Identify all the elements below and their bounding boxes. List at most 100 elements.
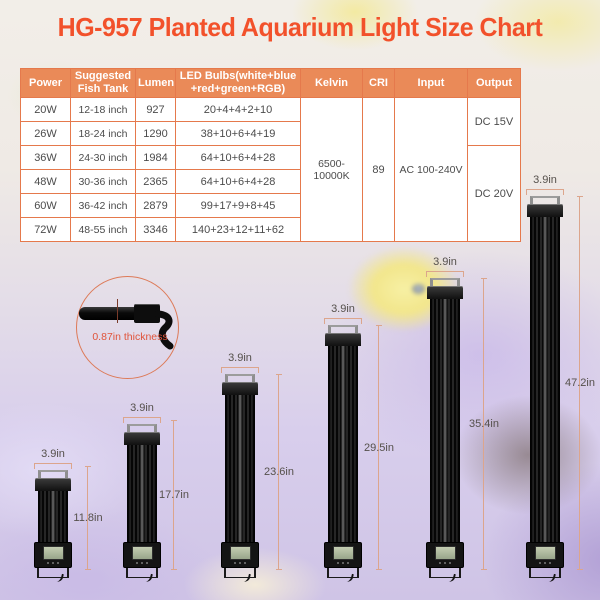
light-side-profile-collar <box>134 304 160 323</box>
table-header-row: Power Suggested Fish Tank Lumen LED Bulb… <box>20 68 521 98</box>
stand-legs <box>429 567 461 578</box>
length-dimension-line: 47.2in <box>565 196 595 570</box>
cell-power: 36W <box>20 145 71 170</box>
cell-fish-tank: 48-55 inch <box>70 217 136 242</box>
table-row: 60W 36-42 inch 2879 99+17+9+8+45 <box>20 193 521 218</box>
power-wire <box>239 572 251 583</box>
controller-buttons <box>222 562 258 564</box>
length-dimension-line: 17.7in <box>159 420 189 570</box>
width-dimension-line <box>324 318 362 324</box>
light-top-cap <box>35 478 71 491</box>
lcd-screen <box>332 546 354 560</box>
light-side-profile <box>79 307 136 320</box>
mounting-bracket <box>127 424 157 433</box>
mounting-bracket <box>328 325 358 334</box>
controller-buttons <box>35 562 71 564</box>
controller-buttons <box>325 562 361 564</box>
col-header-input: Input <box>394 68 468 98</box>
length-label: 11.8in <box>73 512 103 524</box>
cell-led-bulbs: 140+23+12+11+62 <box>175 217 301 242</box>
power-wire <box>544 572 556 583</box>
power-wire <box>342 572 354 583</box>
lcd-controller <box>426 542 464 568</box>
length-dimension-line: 11.8in <box>73 466 103 570</box>
col-header-led-bulbs: LED Bulbs(white+blue +red+green+RGB) <box>175 68 301 98</box>
stand-legs <box>224 567 256 578</box>
light-bar-1: 3.9in <box>31 448 75 583</box>
stand-legs <box>327 567 359 578</box>
width-label: 3.9in <box>130 402 154 414</box>
cell-lumen: 3346 <box>135 217 176 242</box>
cell-fish-tank: 12-18 inch <box>70 97 136 122</box>
width-dimension-line <box>526 189 564 195</box>
thickness-measure-tick <box>117 299 118 323</box>
lcd-controller <box>123 542 161 568</box>
cell-cri: 89 <box>362 97 395 242</box>
cell-output-dc20: DC 20V <box>467 145 521 242</box>
length-label: 35.4in <box>469 418 499 430</box>
length-dimension-line: 23.6in <box>264 374 294 570</box>
cell-led-bulbs: 99+17+9+8+45 <box>175 193 301 218</box>
lcd-controller <box>526 542 564 568</box>
bracket-hook-profile <box>155 310 174 350</box>
cell-lumen: 927 <box>135 97 176 122</box>
lcd-screen <box>131 546 153 560</box>
controller-buttons <box>527 562 563 564</box>
light-top-cap <box>527 204 563 217</box>
lcd-screen <box>42 546 64 560</box>
col-header-power: Power <box>20 68 71 98</box>
light-bar-2: 3.9in <box>120 402 164 583</box>
light-top-cap <box>222 382 258 395</box>
lcd-screen <box>534 546 556 560</box>
col-header-output: Output <box>467 68 521 98</box>
length-dimension-line: 35.4in <box>469 278 499 570</box>
cell-power: 26W <box>20 121 71 146</box>
cell-led-bulbs: 64+10+6+4+28 <box>175 145 301 170</box>
thickness-label: 0.87in thickness <box>92 331 168 343</box>
width-dimension-line <box>123 417 161 423</box>
mounting-bracket <box>225 374 255 383</box>
controller-buttons <box>124 562 160 564</box>
power-wire <box>141 572 153 583</box>
cell-lumen: 2365 <box>135 169 176 194</box>
length-label: 17.7in <box>159 489 189 501</box>
lcd-controller <box>324 542 362 568</box>
cell-lumen: 1290 <box>135 121 176 146</box>
lcd-controller <box>221 542 259 568</box>
lcd-controller <box>34 542 72 568</box>
light-top-cap <box>124 432 160 445</box>
col-header-lumen: Lumen <box>135 68 176 98</box>
width-dimension-line <box>221 367 259 373</box>
table-row: 72W 48-55 inch 3346 140+23+12+11+62 <box>20 217 521 242</box>
cell-power: 20W <box>20 97 71 122</box>
length-label: 47.2in <box>565 377 595 389</box>
light-body <box>430 299 460 567</box>
width-label: 3.9in <box>41 448 65 460</box>
power-wire <box>444 572 456 583</box>
width-label: 3.9in <box>433 256 457 268</box>
cell-fish-tank: 18-24 inch <box>70 121 136 146</box>
table-row: 48W 30-36 inch 2365 64+10+6+4+28 <box>20 169 521 194</box>
width-label: 3.9in <box>533 174 557 186</box>
col-header-kelvin: Kelvin <box>300 68 363 98</box>
cell-power: 72W <box>20 217 71 242</box>
cell-led-bulbs: 20+4+4+2+10 <box>175 97 301 122</box>
stand-legs <box>529 567 561 578</box>
length-label: 29.5in <box>364 441 394 454</box>
light-body <box>530 217 560 567</box>
width-label: 3.9in <box>228 352 252 364</box>
cell-input: AC 100-240V <box>394 97 468 242</box>
cell-output-dc15: DC 15V <box>467 97 521 146</box>
mounting-bracket <box>38 470 68 479</box>
width-label: 3.9in <box>331 303 355 315</box>
goldfish-eye <box>412 284 425 294</box>
light-bar-4: 3.9in <box>321 303 365 583</box>
cell-fish-tank: 30-36 inch <box>70 169 136 194</box>
light-top-cap <box>325 333 361 346</box>
light-body <box>328 346 358 567</box>
mounting-bracket <box>430 278 460 287</box>
cell-kelvin: 6500-10000K <box>300 97 363 242</box>
length-label: 23.6in <box>264 466 294 478</box>
table-row: 26W 18-24 inch 1290 38+10+6+4+19 <box>20 121 521 146</box>
cell-lumen: 2879 <box>135 193 176 218</box>
